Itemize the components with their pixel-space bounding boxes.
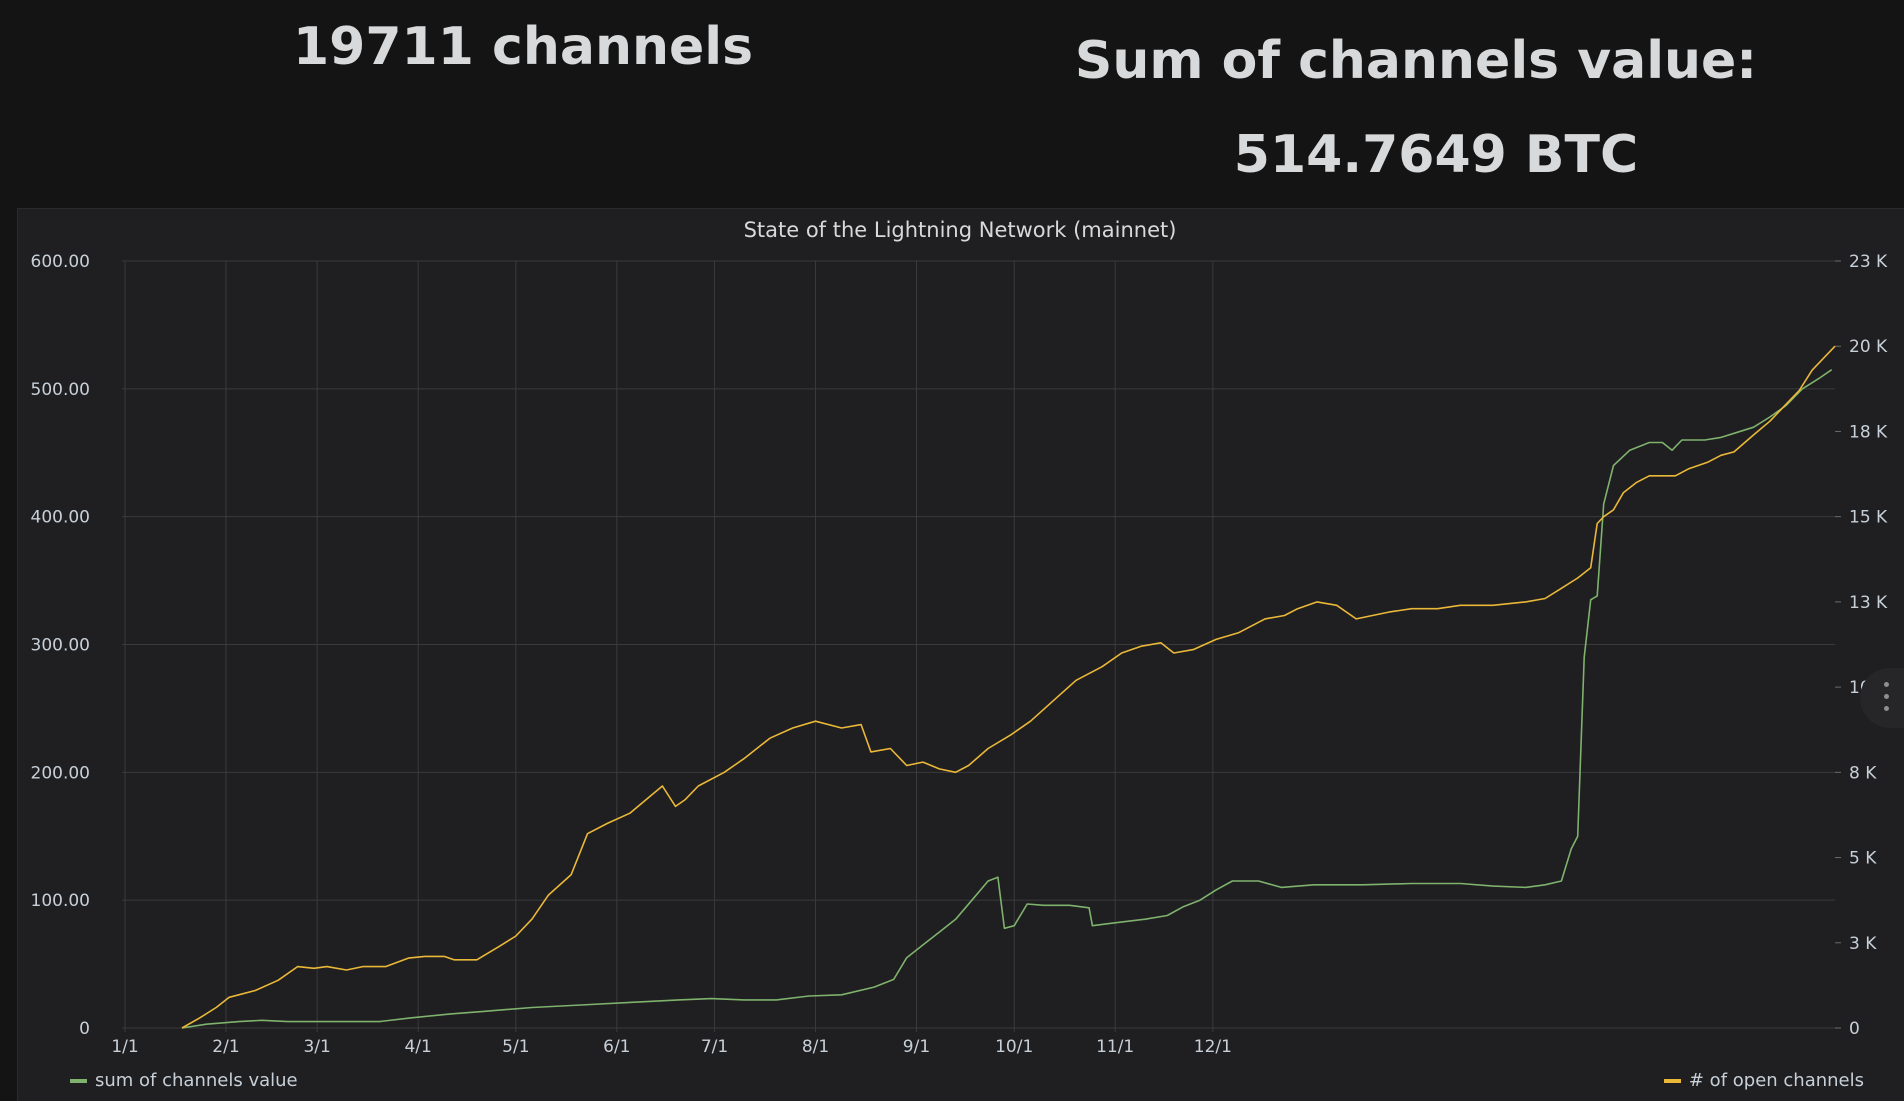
right-tick-label: 18 K	[1849, 422, 1888, 442]
series-lines	[181, 345, 1836, 1029]
right-tick-label: 13 K	[1849, 593, 1888, 613]
left-tick-label: 200.00	[31, 763, 90, 783]
sum-of-channels-stat: Sum of channels value: 514.7649 BTC	[1016, 14, 1856, 202]
sum-unit: BTC	[1524, 125, 1639, 185]
x-tick-label: 9/1	[903, 1037, 930, 1057]
channels-count-stat: 19711 channels	[293, 17, 754, 77]
x-axis-ticks: 1/1 2/1 3/1 4/1 5/1 6/1 7/1 8/1 9/1 10/1 11/1 12/1	[111, 1037, 1232, 1057]
left-axis-ticks: 600.00 500.00 400.00 300.00 200.00 100.00 0	[31, 252, 90, 1039]
x-tick-label: 4/1	[404, 1037, 431, 1057]
dot-icon	[1884, 682, 1889, 687]
x-tick-label: 1/1	[111, 1037, 138, 1057]
x-tick-label: 7/1	[701, 1037, 728, 1057]
legend-label: sum of channels value	[95, 1070, 298, 1091]
sum-label: Sum of channels value:	[1074, 31, 1758, 91]
x-tick-label: 11/1	[1096, 1037, 1134, 1057]
left-tick-label: 0	[79, 1019, 90, 1039]
right-axis-ticks: 23 K20 K18 K15 K13 K10 K8 K5 K3 K0	[1835, 252, 1888, 1039]
dot-icon	[1884, 694, 1889, 699]
legend-label: # of open channels	[1688, 1070, 1864, 1091]
left-tick-label: 400.00	[31, 508, 90, 528]
open-channels-line[interactable]	[181, 345, 1836, 1029]
panel-menu-button[interactable]	[1860, 668, 1904, 728]
x-tick-label: 5/1	[502, 1037, 529, 1057]
left-tick-label: 500.00	[31, 380, 90, 400]
x-tick-label: 10/1	[995, 1037, 1033, 1057]
right-tick-label: 5 K	[1849, 849, 1877, 869]
sum-value: 514.7649	[1233, 125, 1507, 185]
right-tick-label: 15 K	[1849, 508, 1888, 528]
sum-of-channels-value-line[interactable]	[181, 369, 1833, 1029]
right-tick-label: 20 K	[1849, 337, 1888, 357]
right-tick-label: 0	[1849, 1019, 1860, 1039]
legend-open-channels[interactable]: # of open channels	[1663, 1070, 1864, 1091]
left-tick-label: 100.00	[31, 891, 90, 911]
x-tick-label: 12/1	[1194, 1037, 1232, 1057]
chart-title[interactable]: State of the Lightning Network (mainnet)	[743, 218, 1177, 242]
right-tick-label: 3 K	[1849, 934, 1877, 954]
left-tick-label: 300.00	[31, 636, 90, 656]
yellow-swatch-icon	[1663, 1078, 1681, 1083]
x-tick-label: 2/1	[212, 1037, 239, 1057]
legend-sum-of-channels-value[interactable]: sum of channels value	[70, 1070, 298, 1091]
right-tick-label: 8 K	[1849, 763, 1877, 783]
x-tick-label: 8/1	[802, 1037, 829, 1057]
right-tick-label: 23 K	[1849, 252, 1888, 272]
dot-icon	[1884, 706, 1889, 711]
graph-panel	[17, 208, 1904, 1101]
x-tick-label: 3/1	[303, 1037, 330, 1057]
grid-lines	[122, 260, 1835, 1032]
green-swatch-icon	[70, 1078, 87, 1083]
x-tick-label: 6/1	[603, 1037, 630, 1057]
left-tick-label: 600.00	[31, 252, 90, 272]
